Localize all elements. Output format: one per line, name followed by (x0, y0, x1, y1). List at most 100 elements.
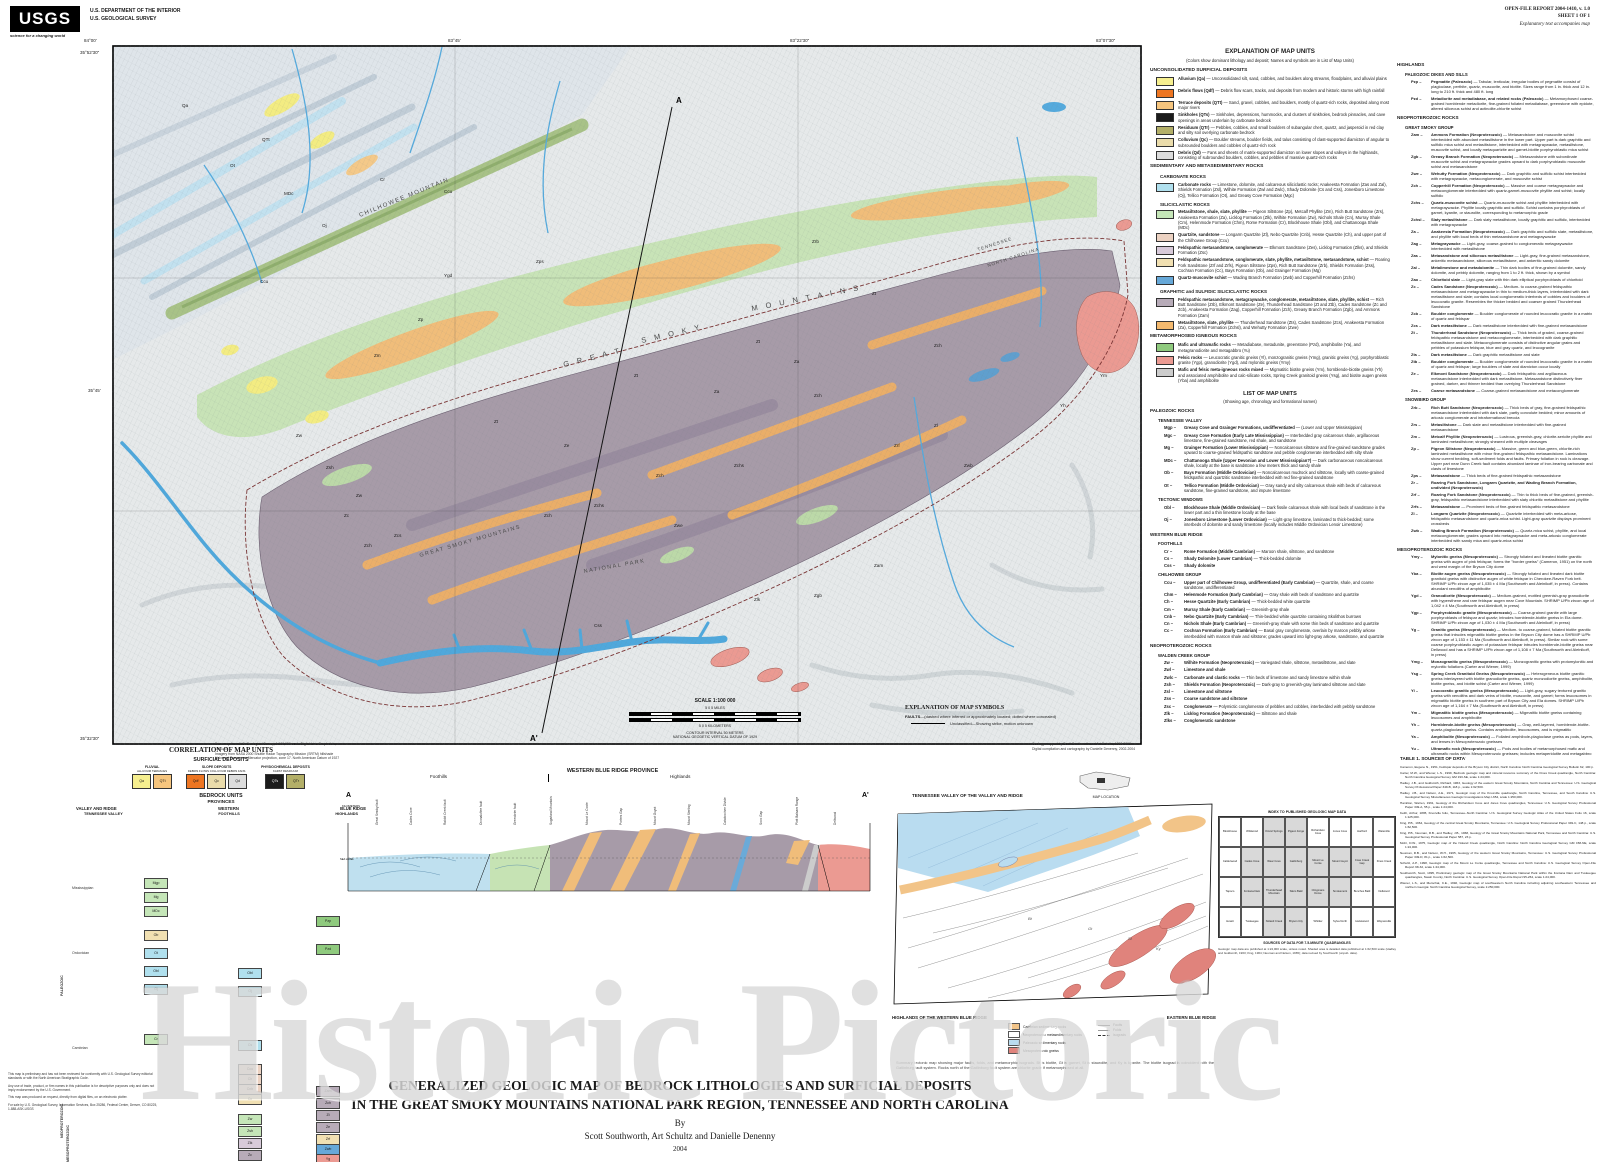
index-symbol-item: Folds (1097, 1028, 1126, 1032)
index-gneiss-bodies (1062, 903, 1216, 999)
legend-item-name: Carbonate rocks (1178, 182, 1212, 188)
unit-name: Metasandstone (1431, 503, 1461, 509)
section-label-a: A (676, 96, 682, 105)
sheet-year: 2004 (673, 1145, 687, 1153)
map-unit-label: Zch (934, 343, 942, 348)
map-symbols-title: EXPLANATION OF MAP SYMBOLS (905, 705, 1005, 711)
correlation-unit-box: Ot (144, 948, 168, 959)
legend-item-text: Residuum (QTr) — Pebbles, cobbles, and s… (1178, 124, 1385, 136)
map-unit-label: Zt (872, 291, 877, 296)
highlands-label: Highlands (670, 774, 691, 779)
isograd-label: Bt (1028, 916, 1033, 921)
index-cambrian-band (899, 815, 1152, 895)
unit-code: Zw – (1164, 660, 1174, 666)
surficial-group-label: FLUVIAL (144, 765, 160, 769)
map-unit-label: Zl (934, 423, 938, 428)
quad-index-title: INDEX TO PUBLISHED GEOLOGIC MAP DATA (1267, 810, 1347, 814)
little-tennessee-river (120, 441, 382, 665)
unit-text: Greasy Cove and Grainger Formations, und… (1184, 425, 1363, 431)
unit-text: Coarse sandstone and siltstone (1184, 696, 1390, 701)
legend-swatch (1156, 210, 1174, 220)
unit-code: Zrs – (1411, 421, 1421, 427)
unit-entry: Zwlc – Carbonate and clastic rocks — Thin… (1164, 675, 1390, 680)
legend-swatch (1156, 150, 1174, 160)
map-location-inset (1079, 771, 1131, 791)
unit-entry: Ymg – Monzogranitic gneiss (Mesoproterozo… (1411, 659, 1594, 669)
legend-item-name: Sinkholes (QTs) (1178, 112, 1210, 118)
unit-name: Migmatitic biotite gneiss (Mesoproterozo… (1431, 710, 1514, 716)
surficial-group: PHYSIOCHEMICAL DEPOSITS KARST RESIDUUM QTs… (261, 765, 310, 789)
unit-name: Pigeon Siltstone (Neoproterozoic) (1431, 445, 1496, 451)
unit-entry: Zw – Wilhite Formation (Neoproterozoic) —… (1164, 660, 1390, 665)
unit-group-heading: NEOPROTEROZOIC ROCKS (1397, 115, 1459, 121)
quad-cell: Pigeon Forge (1285, 817, 1307, 847)
quad-cell: Mount Guyot (1329, 847, 1351, 877)
foothills-metasiltstone-belt (197, 175, 1097, 438)
unit-entry: Chm – Helenmode Formation (Early Cambrian… (1164, 592, 1390, 597)
highlands-groups: HIGHLANDS PALEOZOIC DIKES AND SILLS Pzp – P… (1397, 62, 1594, 758)
unit-code: Ygd – (1411, 593, 1422, 599)
unit-code: Ymy – (1411, 554, 1423, 560)
unit-entry: Ot – Tellico Formation (Middle Ordovician… (1164, 483, 1390, 494)
coord-left-top: 35°52'30" (80, 50, 100, 55)
xsec-km-axis: KILOMETERS (342, 804, 360, 808)
unit-text: Elkmont Sandstone (Neoproterozoic) — Dar… (1431, 371, 1583, 387)
unit-entry: Ygd – Granodiorite (Mesoproterozoic) — Me… (1411, 593, 1594, 608)
unit-entry: Yg – Granitic gneiss (Mesoproterozoic) — … (1411, 627, 1594, 657)
unit-name: Murray Shale (Early Cambrian) (1184, 606, 1245, 612)
correlation-unit-box: Oj (238, 986, 262, 997)
legend-item-name: Felsic rocks (1178, 354, 1203, 360)
unit-code: Zss – (1164, 696, 1175, 702)
unit-name: Carbonate and clastic rocks (1184, 674, 1240, 680)
xsec-sea-level-label: SEA LEVEL (340, 857, 354, 861)
surficial-unit-box: QTr (286, 774, 306, 789)
unit-code: Ccu – (1164, 579, 1176, 585)
unit-entry: Cn – Nichols Shale (Early Cambrian) — Gre… (1164, 621, 1390, 626)
cross-section-subrow: Foothills Highlands (340, 774, 885, 783)
quad-cell: Clingmans Dome (1307, 877, 1329, 907)
quad-cell: Jones Cove (1329, 817, 1351, 847)
map-symbols-block: EXPLANATION OF MAP SYMBOLS FAULTS—(dashe… (905, 705, 1120, 726)
unit-code: Zl – (1411, 510, 1418, 516)
map-unit-label: Zt (494, 419, 499, 424)
unit-name: Spring Creek Granitoid Gneiss (Mesoprote… (1431, 671, 1526, 677)
unit-entry: Ccu – Upper part of Chilhowee Group, undi… (1164, 580, 1390, 591)
unit-code: Ob – (1164, 470, 1174, 476)
cross-section-svg: A A' KILOMETERS Great Smoky fault Cades C… (340, 792, 871, 892)
unit-name: Metadiorite and metadiabase, and related… (1431, 96, 1544, 102)
unit-name: Helenmode Formation (Early Cambrian) (1184, 592, 1263, 598)
unit-code: Ysg – (1411, 671, 1422, 677)
unit-entry: Zt – Thunderhead Sandstone (Neoproterozoi… (1411, 330, 1594, 350)
quad-cell: Smokemont (1329, 877, 1351, 907)
scale-km-label: 5 0 5 KILOMETERS (698, 723, 732, 728)
green-lenses (322, 463, 838, 564)
xsec-peak-label: Greenbrier fault (513, 803, 517, 825)
reference-item: King, P.B., 1964, Geology of the central… (1400, 821, 1596, 830)
unit-text: Metalimestone and metadolomite — Thin da… (1431, 265, 1586, 276)
coord-left-bottom: 35°32'30" (80, 736, 100, 741)
unit-code: Ze – (1411, 371, 1420, 377)
unit-name: Boulder conglomerate (1431, 311, 1474, 317)
unit-text: Metasandstone and siliceous metasiltston… (1431, 253, 1591, 264)
unit-text: Leucocratic granitic gneiss (Mesoprotero… (1431, 688, 1592, 709)
surficial-unit-box: QTs (265, 774, 285, 789)
correlation-unit-box: Zc (238, 1150, 262, 1161)
unit-name: Blockhouse Shale (Middle Ordovician) (1184, 504, 1261, 510)
unit-name: Dark metasiltstone (1431, 323, 1467, 329)
xsec-peak-label: Mount Guyot (653, 807, 657, 825)
unit-text: Nichols Shale (Early Cambrian) — Greenis… (1184, 621, 1380, 627)
unit-code: Zwlc – (1164, 674, 1177, 680)
unit-entry: Zrfs – Metasandstone — Prominent beds of … (1411, 504, 1594, 509)
fine-print-paragraph: Any use of trade, product, or firm names… (8, 1083, 155, 1092)
base-credit: Base map from U.S. Geological Survey, 1:… (215, 742, 345, 761)
unit-name: Granodiorite (Mesoproterozoic) (1431, 593, 1491, 599)
province-col3: BLUE RIDGE (340, 806, 366, 811)
sheet-title-block: GENERALIZED GEOLOGIC MAP OF BEDROCK LITH… (300, 1078, 1060, 1153)
province-subheaders: TENNESSEE VALLEY FOOTHILLS HIGHLANDS (58, 812, 384, 816)
unit-code: Cn – (1164, 621, 1174, 627)
unit-entry: Cnb – Nebo Quartzite (Early Cambrian) — T… (1164, 614, 1390, 619)
map-unit-label: Zchs (594, 503, 605, 508)
unit-text: Roaring Fork Sandstone (Neoproterozoic) … (1431, 491, 1594, 502)
xsec-foothills-green (490, 845, 550, 891)
unit-entry: Zal – Metalimestone and metadolomite — Th… (1411, 265, 1594, 275)
